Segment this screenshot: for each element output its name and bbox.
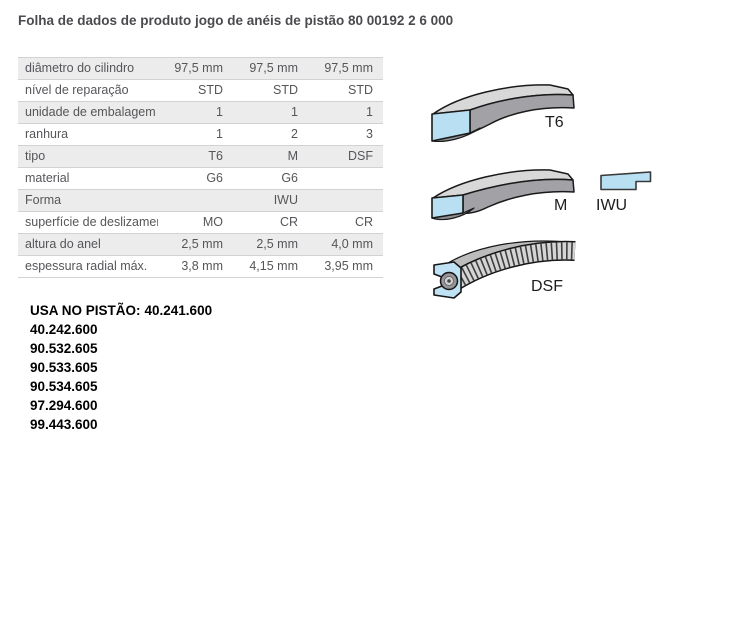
spec-value: 1 <box>158 123 233 146</box>
m-label: M <box>554 197 568 214</box>
spec-value: M <box>233 145 308 168</box>
spec-value: G6 <box>158 167 233 190</box>
table-row: ranhura 1 2 3 <box>18 123 383 146</box>
usage-heading: USA NO PISTÃO: <box>30 303 141 318</box>
spec-label: tipo <box>18 145 158 168</box>
dsf-label: DSF <box>531 278 563 295</box>
spec-value: STD <box>308 79 383 102</box>
spec-value: T6 <box>158 145 233 168</box>
piston-number: 90.533.605 <box>30 360 98 375</box>
iwu-profile-diagram <box>600 171 652 191</box>
spec-label: altura do anel <box>18 233 158 256</box>
table-row: material G6 G6 <box>18 167 383 190</box>
spec-label: ranhura <box>18 123 158 146</box>
spec-value <box>158 189 233 212</box>
piston-number: 40.242.600 <box>30 322 98 337</box>
spec-value: 3,95 mm <box>308 255 383 278</box>
t6-ring-diagram <box>431 84 575 143</box>
table-row: altura do anel 2,5 mm 2,5 mm 4,0 mm <box>18 233 383 256</box>
spec-value: 2,5 mm <box>158 233 233 256</box>
spec-value: STD <box>233 79 308 102</box>
spec-value: IWU <box>233 189 308 212</box>
spec-value: G6 <box>233 167 308 190</box>
spec-value: 2,5 mm <box>233 233 308 256</box>
spec-label: superfície de deslizamento <box>18 211 158 234</box>
table-row: nível de reparação STD STD STD <box>18 79 383 102</box>
spec-value: 1 <box>308 101 383 124</box>
piston-usage-list: USA NO PISTÃO: 40.241.600 40.242.600 90.5… <box>30 301 212 434</box>
spec-value: STD <box>158 79 233 102</box>
spec-value: 97,5 mm <box>158 57 233 80</box>
table-row: diâmetro do cilindro 97,5 mm 97,5 mm 97,… <box>18 57 383 80</box>
spec-value: 4,15 mm <box>233 255 308 278</box>
spec-value: 3,8 mm <box>158 255 233 278</box>
iwu-label: IWU <box>596 197 628 214</box>
spec-label: material <box>18 167 158 190</box>
spec-label: Forma <box>18 189 158 212</box>
spec-label: unidade de embalagem <box>18 101 158 124</box>
table-row: espessura radial máx. 3,8 mm 4,15 mm 3,9… <box>18 255 383 278</box>
spec-table: diâmetro do cilindro 97,5 mm 97,5 mm 97,… <box>18 57 383 278</box>
table-row: superfície de deslizamento MO CR CR <box>18 211 383 234</box>
dsf-ring-diagram <box>433 240 576 299</box>
spec-value: CR <box>308 211 383 234</box>
spec-label: nível de reparação <box>18 79 158 102</box>
table-row: tipo T6 M DSF <box>18 145 383 168</box>
spec-value: DSF <box>308 145 383 168</box>
spec-value: 4,0 mm <box>308 233 383 256</box>
usage-line: USA NO PISTÃO: 40.241.600 <box>30 301 212 320</box>
spec-value: MO <box>158 211 233 234</box>
spec-value: 97,5 mm <box>308 57 383 80</box>
piston-number: 99.443.600 <box>30 417 98 432</box>
spec-value: 2 <box>233 123 308 146</box>
piston-number: 40.241.600 <box>144 303 213 318</box>
table-row: Forma IWU <box>18 189 383 212</box>
m-ring-diagram <box>431 169 575 221</box>
spec-label: diâmetro do cilindro <box>18 57 158 80</box>
spec-value: 1 <box>233 101 308 124</box>
table-row: unidade de embalagem 1 1 1 <box>18 101 383 124</box>
spec-value <box>308 167 383 190</box>
spec-value <box>308 189 383 212</box>
piston-number: 90.534.605 <box>30 379 98 394</box>
piston-number: 90.532.605 <box>30 341 98 356</box>
piston-number: 97.294.600 <box>30 398 98 413</box>
spec-label: espessura radial máx. <box>18 255 158 278</box>
t6-label: T6 <box>545 114 564 131</box>
spec-value: 1 <box>158 101 233 124</box>
spec-value: 97,5 mm <box>233 57 308 80</box>
spec-value: CR <box>233 211 308 234</box>
spec-value: 3 <box>308 123 383 146</box>
page-title: Folha de dados de produto jogo de anéis … <box>18 13 454 28</box>
